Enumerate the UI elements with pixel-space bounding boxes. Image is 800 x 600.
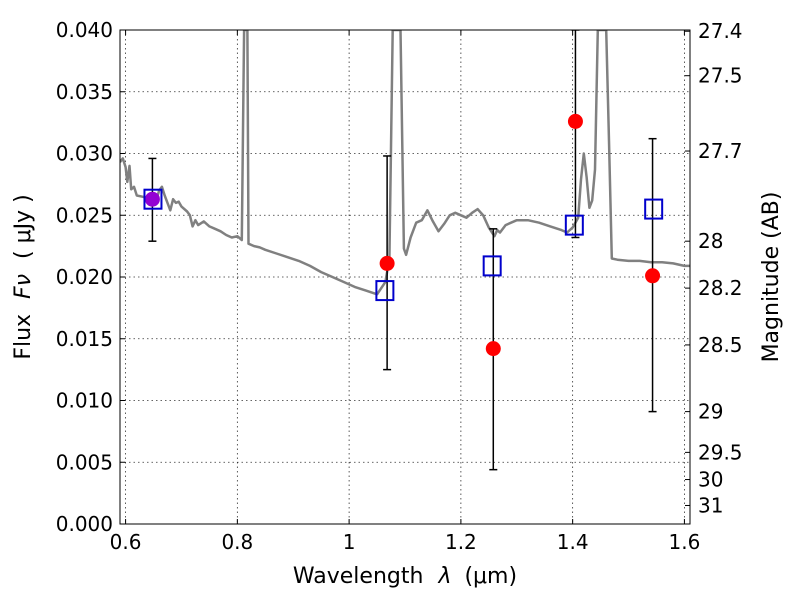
observed-point xyxy=(144,191,160,207)
x-tick-label: 1.6 xyxy=(669,530,701,554)
plot-area xyxy=(120,30,690,296)
y2-tick-label: 31 xyxy=(698,493,723,517)
y-axis-title-unit: ( μJy ) xyxy=(11,194,36,259)
y2-tick-label: 28.2 xyxy=(698,276,743,300)
x-tick-label: 1.4 xyxy=(557,530,589,554)
y-axis-title-text: Flux xyxy=(11,314,36,360)
y-tick-label: 0.010 xyxy=(56,389,113,413)
grid xyxy=(120,29,690,525)
markers xyxy=(143,113,664,357)
x-tick-label: 0.8 xyxy=(221,530,253,554)
y2-tick-label: 29 xyxy=(698,400,723,424)
y-tick-label: 0.025 xyxy=(56,203,113,227)
x-tick-label: 1.2 xyxy=(445,530,477,554)
model-square-marker xyxy=(482,255,502,277)
y2-tick-label: 28 xyxy=(698,229,723,253)
model-square-marker xyxy=(143,188,163,210)
x-axis-title-symbol: λ xyxy=(437,564,451,589)
y-tick-label: 0.000 xyxy=(56,512,113,536)
model-square-marker xyxy=(375,280,395,302)
model-square-marker xyxy=(564,214,584,236)
y2-tick-label: 28.5 xyxy=(698,333,743,357)
observed-point xyxy=(485,341,501,357)
ticks: 0.6 0.8 1 1.2 1.4 1.6 0.000 0.005 0.010 0.015 0.02… xyxy=(56,18,743,554)
y2-tick-label: 27.7 xyxy=(698,139,743,163)
y2-axis-title: Magnitude (AB) xyxy=(759,192,784,363)
y-tick-label: 0.020 xyxy=(56,265,113,289)
y-axis-title: Flux Fν ( μJy ) xyxy=(11,194,36,359)
y-tick-label: 0.040 xyxy=(56,18,113,42)
y-tick-label: 0.005 xyxy=(56,450,113,474)
y-tick-label: 0.035 xyxy=(56,80,113,104)
x-tick-label: 1 xyxy=(343,530,356,554)
y2-tick-label: 30 xyxy=(698,468,723,492)
x-axis-title-text: Wavelength xyxy=(293,564,424,589)
y-tick-label: 0.015 xyxy=(56,327,113,351)
observed-point xyxy=(379,255,395,271)
model-spectrum-line xyxy=(120,30,690,296)
observed-point xyxy=(567,113,583,129)
x-tick-label: 0.6 xyxy=(110,530,142,554)
y-tick-label: 0.030 xyxy=(56,142,113,166)
observed-point xyxy=(645,268,661,284)
model-square-marker xyxy=(644,198,664,220)
y2-tick-label: 27.4 xyxy=(698,19,743,43)
x-axis-title: Wavelength λ (μm) xyxy=(293,564,517,589)
y-axis-title-symbol: Fν xyxy=(11,274,36,299)
x-axis-title-unit: (μm) xyxy=(464,564,517,589)
y2-tick-label: 27.5 xyxy=(698,64,743,88)
y2-tick-label: 29.5 xyxy=(698,440,743,464)
